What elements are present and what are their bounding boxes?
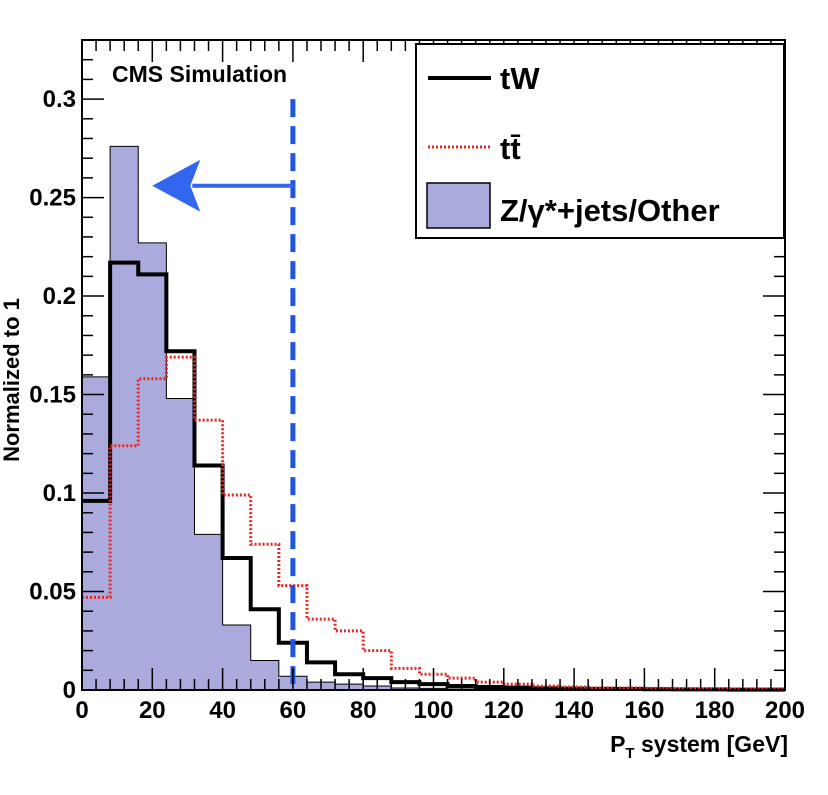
x-axis-label-p: P [610,731,625,757]
x-tick-label: 160 [624,697,664,724]
y-axis-label: Normalized to 1 [0,298,24,462]
histogram-bar [137,242,167,691]
x-tick-label: 60 [280,697,307,724]
x-tick-label: 140 [554,697,594,724]
y-tick-label: 0.15 [29,382,76,409]
legend-label-ttbar: tt̄ [500,131,521,166]
histogram-bar [194,534,223,691]
x-axis-label-rest: system [GeV] [635,731,788,757]
y-tick-label: 0.25 [29,185,76,212]
histogram-bar [166,398,195,691]
x-tick-label: 120 [484,697,524,724]
legend-label-tw: tW [500,61,540,96]
tick-labels: 0 20 40 60 80 100 120 140 160 180 200 0 0.05 0.1 0.15 0… [29,86,805,724]
x-tick-label: 20 [139,697,166,724]
legend: tW tt̄ Z/γ*+jets/Other [415,43,785,239]
filled-histogram-series [81,145,786,691]
x-axis-label: PT system [GeV] [610,731,788,762]
x-tick-label: 80 [350,697,377,724]
x-tick-label: 40 [209,697,236,724]
histogram-bar [109,146,139,691]
x-tick-label: 200 [765,697,805,724]
histogram-bar [81,376,111,691]
x-axis-label-sub: T [625,745,634,762]
y-tick-label: 0.05 [29,579,76,606]
legend-label-zjets: Z/γ*+jets/Other [500,193,720,228]
plot-frame [81,39,786,691]
y-tick-label: 0.3 [43,86,76,113]
x-tick-label: 180 [695,697,735,724]
y-tick-label: 0 [63,677,76,704]
arrow-head [152,159,201,212]
y-tick-label: 0.1 [43,480,76,507]
legend-swatch-zjets [426,182,491,229]
x-tick-label: 100 [413,697,453,724]
x-tick-label: 0 [75,697,88,724]
cut-line-group [152,99,296,690]
y-tick-label: 0.2 [43,283,76,310]
chart-title: CMS Simulation [112,61,287,87]
